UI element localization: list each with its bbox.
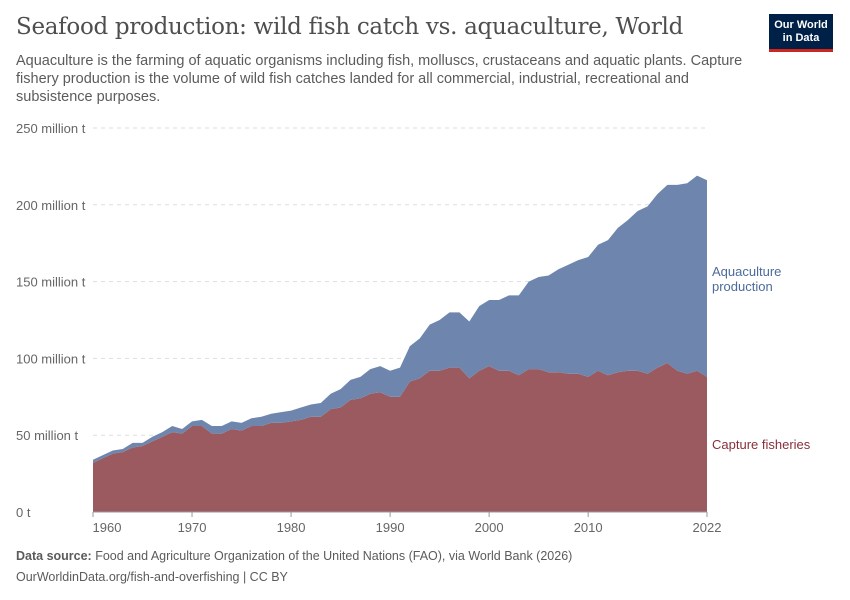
- x-tick-label: 1980: [277, 520, 306, 535]
- legend-label-1: Aquaculture production: [712, 264, 781, 294]
- source-url[interactable]: OurWorldinData.org/fish-and-overfishing …: [16, 570, 288, 584]
- x-tick-label: 2022: [693, 520, 722, 535]
- x-tick-label: 2000: [475, 520, 504, 535]
- area-aquaculture-production: [93, 175, 707, 463]
- source-label: Data source:: [16, 549, 92, 563]
- y-tick-label: 0 t: [16, 505, 31, 520]
- y-tick-label: 150 million t: [16, 275, 86, 290]
- owid-logo[interactable]: Our World in Data: [769, 14, 833, 52]
- x-tick-label: 1970: [178, 520, 207, 535]
- x-tick-label: 1990: [376, 520, 405, 535]
- y-tick-label: 50 million t: [16, 428, 79, 443]
- source-text: Food and Agriculture Organization of the…: [95, 549, 573, 563]
- legend-label-0: Capture fisheries: [712, 437, 811, 452]
- data-source: Data source: Food and Agriculture Organi…: [16, 549, 572, 563]
- x-tick-label: 1960: [93, 520, 122, 535]
- y-tick-label: 200 million t: [16, 198, 86, 213]
- area-capture-fisheries: [93, 363, 707, 512]
- y-tick-label: 100 million t: [16, 351, 86, 366]
- chart-title: Seafood production: wild fish catch vs. …: [16, 14, 684, 40]
- chart-subtitle: Aquaculture is the farming of aquatic or…: [16, 53, 743, 105]
- y-tick-label: 250 million t: [16, 121, 86, 136]
- x-tick-label: 2010: [574, 520, 603, 535]
